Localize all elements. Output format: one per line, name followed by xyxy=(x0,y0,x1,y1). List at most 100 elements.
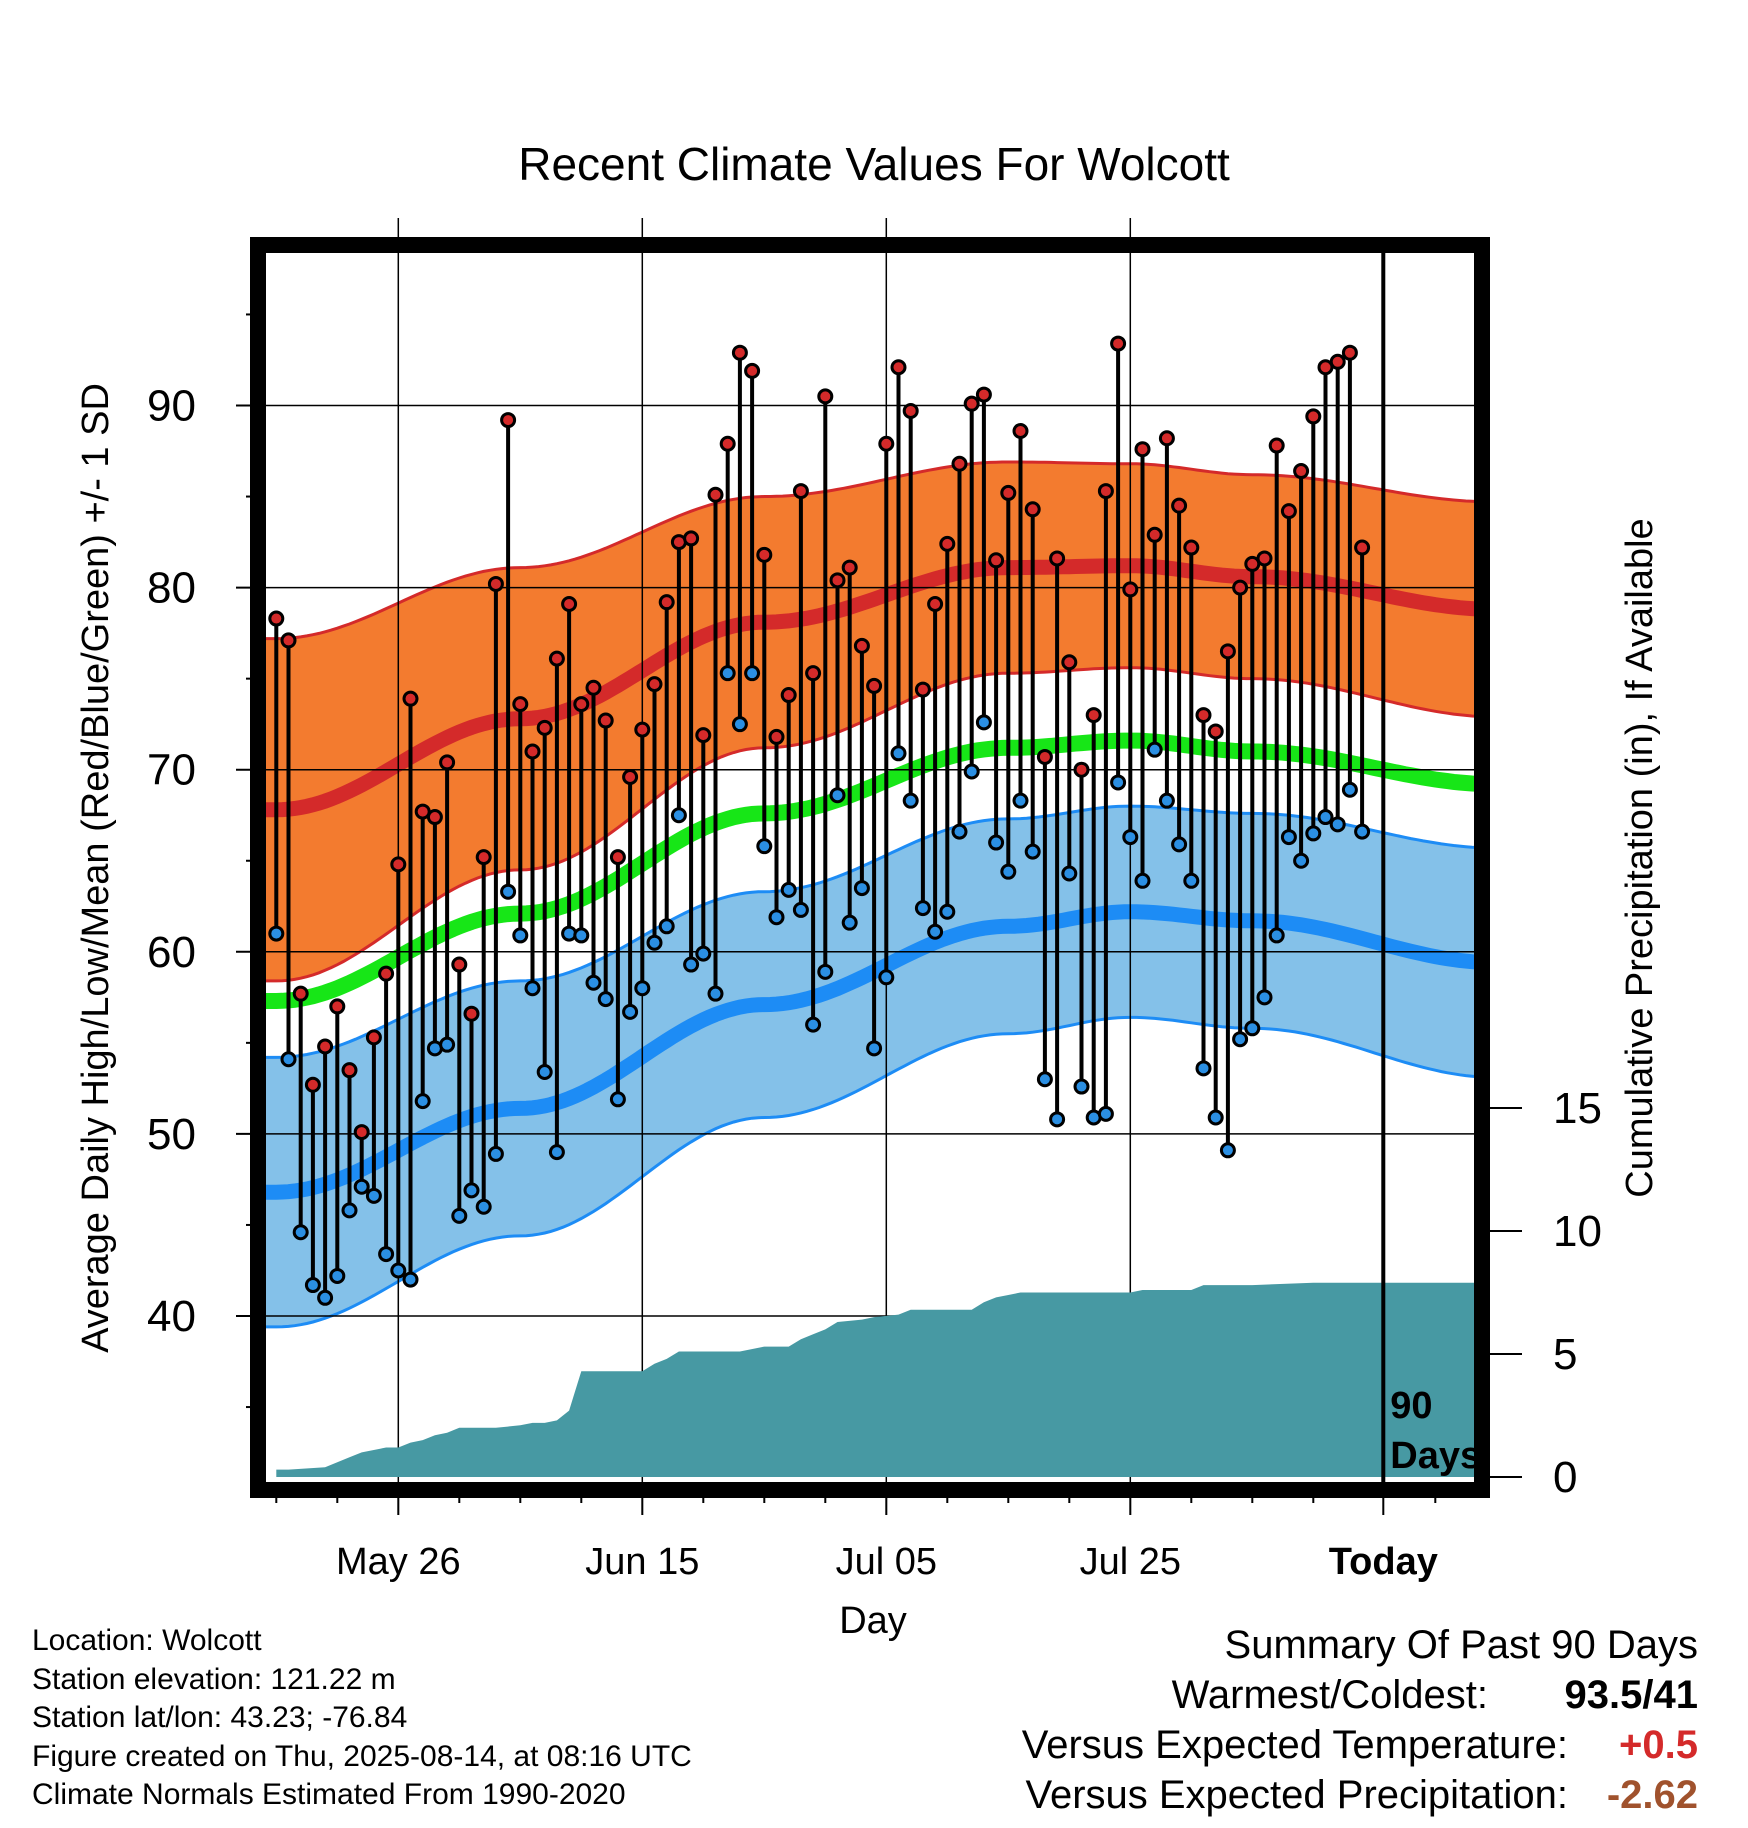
today-days-label: 90 xyxy=(1390,1385,1432,1427)
daily-high-point xyxy=(902,402,919,419)
daily-low-point xyxy=(500,883,517,900)
daily-high-point xyxy=(1305,408,1322,425)
daily-high-point xyxy=(1183,539,1200,556)
y-tick-label: 80 xyxy=(147,564,196,613)
daily-low-point xyxy=(914,900,931,917)
normal-high-line xyxy=(264,558,1485,818)
daily-high-point xyxy=(536,719,553,736)
y-tick-label: 90 xyxy=(147,382,196,431)
daily-high-point xyxy=(329,998,346,1015)
daily-high-point xyxy=(1280,503,1297,520)
daily-low-point xyxy=(1024,843,1041,860)
daily-high-point xyxy=(378,965,395,982)
daily-low-point xyxy=(622,1003,639,1020)
daily-low-point xyxy=(829,787,846,804)
daily-high-point xyxy=(1256,550,1273,567)
location-text: Location: Wolcott xyxy=(32,1624,262,1657)
warmest-value: 93.5/41 xyxy=(1564,1672,1698,1717)
daily-low-point xyxy=(597,991,614,1008)
daily-low-point xyxy=(329,1267,346,1284)
daily-high-point xyxy=(451,956,468,973)
daily-low-point xyxy=(317,1289,334,1306)
elevation-text: Station elevation: 121.22 m xyxy=(32,1662,396,1696)
daily-low-point xyxy=(756,838,773,855)
daily-low-point xyxy=(1097,1105,1114,1122)
daily-low-point xyxy=(841,914,858,931)
station-info: Location: Wolcott Station elevation: 121… xyxy=(32,1622,692,1815)
x-tick-label: Jul 25 xyxy=(1080,1541,1181,1583)
daily-high-point xyxy=(792,483,809,500)
daily-high-point xyxy=(744,362,761,379)
daily-high-point xyxy=(975,386,992,403)
daily-high-point xyxy=(853,637,870,654)
temp-value: +0.5 xyxy=(1619,1722,1698,1767)
daily-high-point xyxy=(1146,526,1163,543)
daily-low-point xyxy=(463,1182,480,1199)
daily-low-point xyxy=(536,1063,553,1080)
y2-tick-label: 5 xyxy=(1553,1330,1577,1379)
daily-high-point xyxy=(927,595,944,612)
daily-high-point xyxy=(768,728,785,745)
daily-high-point xyxy=(402,690,419,707)
daily-low-point xyxy=(1134,872,1151,889)
temp-label: Versus Expected Temperature: xyxy=(1021,1722,1568,1767)
daily-high-point xyxy=(548,650,565,667)
daily-low-point xyxy=(1341,781,1358,798)
daily-high-point xyxy=(268,610,285,627)
created-text: Figure created on Thu, 2025-08-14, at 08… xyxy=(32,1739,692,1773)
daily-low-point xyxy=(304,1277,321,1294)
daily-low-point xyxy=(1293,852,1310,869)
daily-low-point xyxy=(744,665,761,682)
daily-low-point xyxy=(853,880,870,897)
daily-high-point xyxy=(1122,581,1139,598)
daily-high-point xyxy=(890,359,907,376)
precip-label: Versus Expected Precipitation: xyxy=(1025,1772,1568,1817)
daily-low-point xyxy=(1329,816,1346,833)
daily-low-point xyxy=(609,1091,626,1108)
daily-high-point xyxy=(341,1062,358,1079)
x-axis-label: Day xyxy=(839,1600,907,1642)
latlon-text: Station lat/lon: 43.23; -76.84 xyxy=(32,1701,408,1734)
daily-low-point xyxy=(1305,825,1322,842)
daily-high-point xyxy=(1232,579,1249,596)
daily-low-point xyxy=(1073,1078,1090,1095)
daily-low-point xyxy=(902,792,919,809)
daily-high-point xyxy=(1354,539,1371,556)
daily-low-point xyxy=(1158,792,1175,809)
daily-high-point xyxy=(512,696,529,713)
daily-high-point xyxy=(1171,497,1188,514)
daily-low-point xyxy=(939,903,956,920)
daily-low-point xyxy=(1256,989,1273,1006)
daily-high-point xyxy=(731,344,748,361)
daily-high-point xyxy=(304,1076,321,1093)
daily-high-point xyxy=(597,712,614,729)
daily-low-point xyxy=(268,925,285,942)
daily-low-point xyxy=(341,1202,358,1219)
y-axis-label: Average Daily High/Low/Mean (Red/Blue/Gr… xyxy=(75,383,117,1353)
daily-high-point xyxy=(1085,707,1102,724)
daily-high-point xyxy=(1158,430,1175,447)
daily-low-point xyxy=(1232,1031,1249,1048)
daily-low-point xyxy=(1268,927,1285,944)
daily-low-point xyxy=(658,918,675,935)
daily-low-point xyxy=(963,763,980,780)
daily-low-point xyxy=(817,963,834,980)
daily-high-point xyxy=(353,1124,370,1141)
plot-frame xyxy=(250,237,1490,1498)
low-sd-band xyxy=(264,806,1485,1327)
daily-low-point xyxy=(646,934,663,951)
daily-low-point xyxy=(1195,1060,1212,1077)
daily-high-point xyxy=(780,687,797,704)
daily-high-point xyxy=(1134,441,1151,458)
daily-high-point xyxy=(500,412,517,429)
precip-area xyxy=(276,1282,1482,1477)
daily-low-point xyxy=(1036,1071,1053,1088)
daily-high-point xyxy=(951,455,968,472)
daily-high-point xyxy=(634,721,651,738)
daily-low-point xyxy=(280,1051,297,1068)
daily-high-point xyxy=(866,677,883,694)
y2-tick-label: 15 xyxy=(1553,1084,1602,1133)
daily-low-point xyxy=(780,881,797,898)
daily-low-point xyxy=(951,823,968,840)
